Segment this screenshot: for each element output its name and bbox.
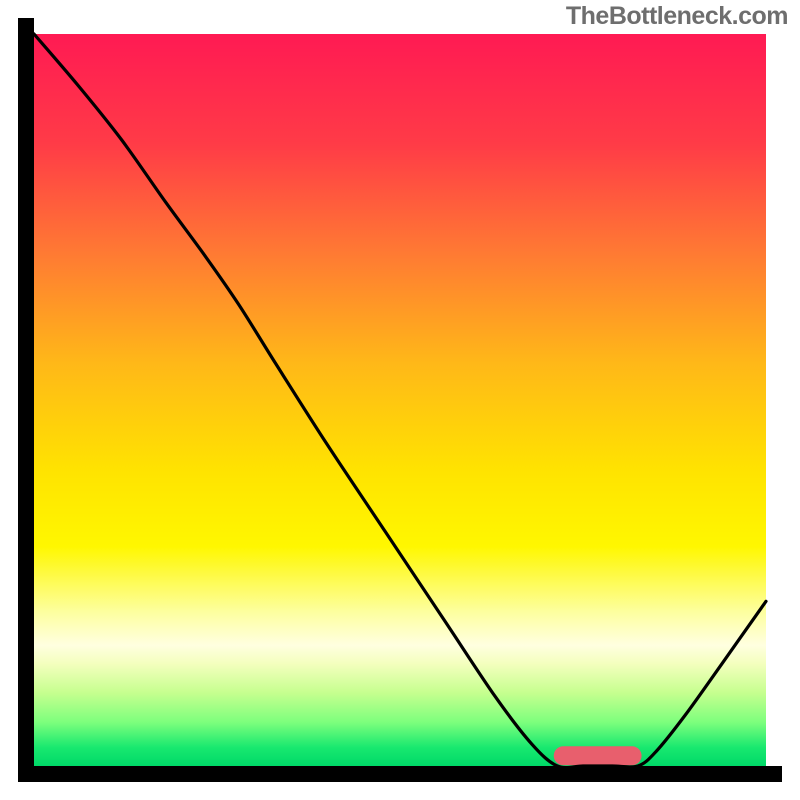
gradient-background (34, 34, 766, 766)
chart-container: TheBottleneck.com (0, 0, 800, 800)
watermark-text: TheBottleneck.com (566, 2, 788, 31)
chart-svg (34, 34, 766, 766)
chart-plot-area (34, 34, 766, 766)
bottleneck-marker (554, 746, 642, 765)
